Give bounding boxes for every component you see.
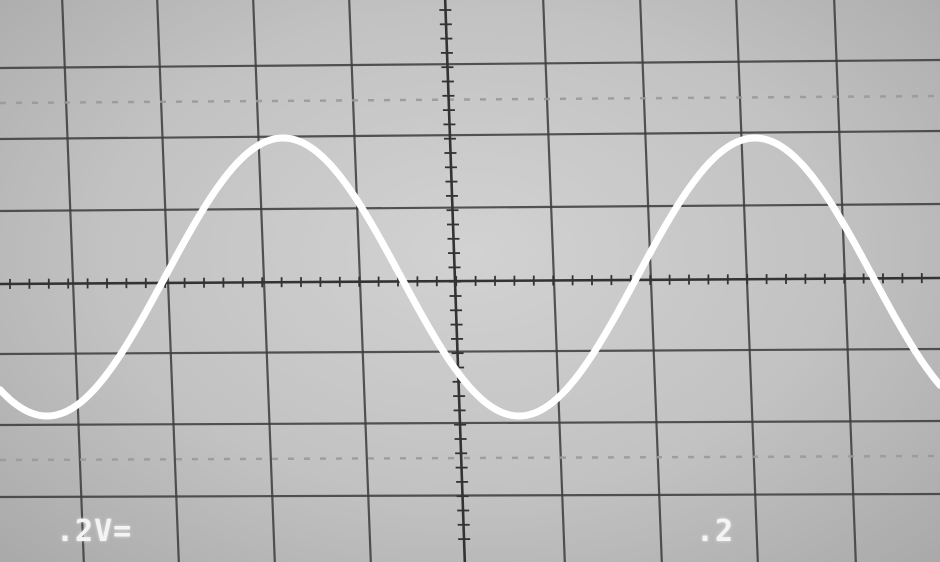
graticule-horizontal-line xyxy=(0,58,940,70)
dotted-reference-line xyxy=(0,454,940,462)
horizontal-graticule-lines xyxy=(0,58,940,499)
graticule-horizontal-line xyxy=(0,419,940,427)
graticule-vertical-line xyxy=(61,0,85,562)
sine-wave-trace xyxy=(0,134,940,420)
graticule-horizontal-line xyxy=(0,202,940,213)
time-per-division-readout: .2 xyxy=(696,514,735,549)
graticule-horizontal-line xyxy=(0,347,940,356)
graticule-vertical-line xyxy=(156,0,180,562)
axis-tick-marks xyxy=(9,9,923,540)
dotted-reference-line xyxy=(0,94,940,105)
graticule-vertical-line xyxy=(252,0,276,562)
volts-per-division-readout: .2V= xyxy=(56,514,133,549)
horizontal-center-axis xyxy=(0,276,940,286)
graticule-horizontal-line xyxy=(0,492,940,499)
graticule-horizontal-line xyxy=(0,129,940,141)
